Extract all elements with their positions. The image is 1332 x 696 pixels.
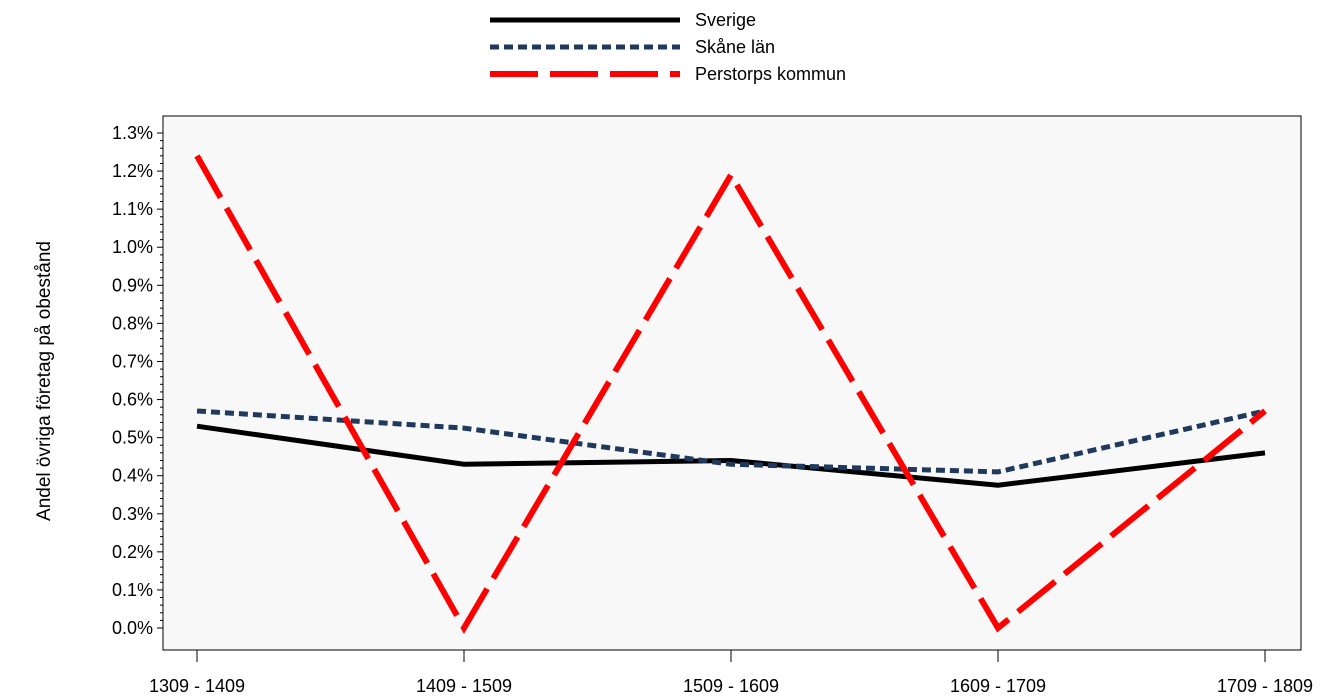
legend: Sverige Skåne län Perstorps kommun bbox=[490, 10, 846, 84]
y-tick-label: 0.6% bbox=[112, 390, 153, 410]
x-tick-label: 1609 - 1709 bbox=[950, 676, 1046, 696]
y-tick-label: 0.1% bbox=[112, 580, 153, 600]
legend-label: Sverige bbox=[695, 10, 756, 30]
y-tick-label: 1.1% bbox=[112, 199, 153, 219]
y-tick-label: 1.2% bbox=[112, 161, 153, 181]
y-axis-title: Andel övriga företag på obestånd bbox=[34, 241, 55, 521]
plot-area bbox=[162, 115, 1302, 651]
x-tick-label: 1309 - 1409 bbox=[149, 676, 245, 696]
series-line-3 bbox=[194, 154, 1267, 635]
x-axis: 1309 - 1409 1409 - 1509 1509 - 1609 1609 - … bbox=[149, 650, 1313, 696]
legend-label: Perstorps kommun bbox=[695, 64, 846, 84]
x-tick-label: 1709 - 1809 bbox=[1217, 676, 1313, 696]
series-layer bbox=[194, 154, 1267, 635]
y-tick-label: 0.2% bbox=[112, 542, 153, 562]
x-tick-label: 1509 - 1609 bbox=[683, 676, 779, 696]
y-tick-label: 0.0% bbox=[112, 618, 153, 638]
y-tick-label: 1.0% bbox=[112, 237, 153, 257]
y-tick-label: 0.9% bbox=[112, 275, 153, 295]
legend-label: Skåne län bbox=[695, 37, 775, 57]
y-tick-label: 0.8% bbox=[112, 313, 153, 333]
y-tick-label: 0.5% bbox=[112, 428, 153, 448]
x-tick-label: 1409 - 1509 bbox=[416, 676, 512, 696]
y-tick-label: 0.4% bbox=[112, 466, 153, 486]
y-tick-label: 1.3% bbox=[112, 123, 153, 143]
y-axis: 0.0% 0.1% 0.2% 0.3% 0.4% 0.5% 0.6% 0.7% 0.8% 0.9%… bbox=[112, 123, 163, 638]
y-tick-label: 0.3% bbox=[112, 504, 153, 524]
y-tick-label: 0.7% bbox=[112, 351, 153, 371]
